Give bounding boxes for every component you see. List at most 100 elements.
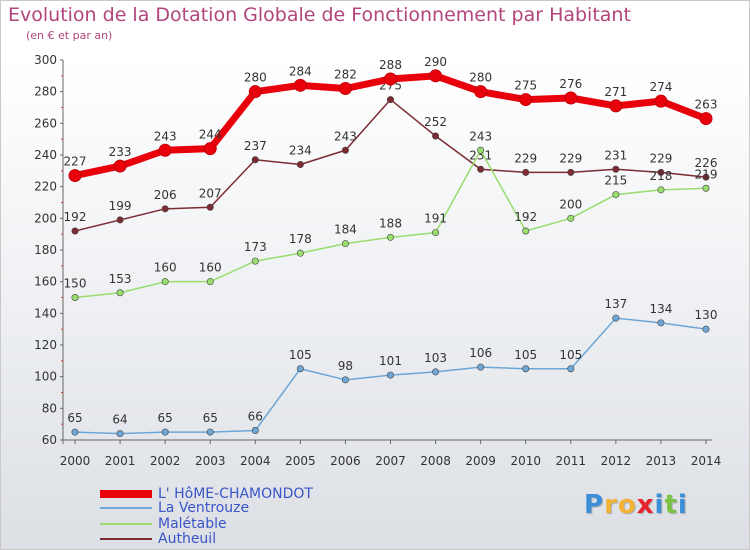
data-point: [296, 249, 304, 257]
data-point: [564, 91, 578, 105]
data-label: 184: [334, 223, 357, 237]
data-point: [203, 142, 217, 156]
data-label: 66: [248, 410, 263, 424]
data-point: [248, 85, 262, 99]
data-point: [657, 168, 665, 176]
y-tick-label: 300: [34, 53, 57, 67]
y-tick-label: 280: [34, 85, 57, 99]
data-label: 137: [604, 297, 627, 311]
y-tick-label: 80: [42, 401, 57, 415]
data-point: [341, 376, 349, 384]
data-point: [609, 99, 623, 113]
data-label: 206: [154, 188, 177, 202]
data-point: [386, 233, 394, 241]
y-tick-label: 200: [34, 211, 57, 225]
y-tick-label: 60: [42, 433, 57, 447]
x-tick-label: 2007: [375, 454, 406, 468]
data-point: [432, 368, 440, 376]
x-tick-label: 2008: [420, 454, 451, 468]
data-label: 233: [109, 145, 132, 159]
data-point: [699, 112, 713, 126]
data-label: 231: [469, 148, 492, 162]
data-label: 134: [649, 302, 672, 316]
data-label: 218: [649, 169, 672, 183]
data-point: [519, 93, 533, 107]
data-point: [161, 428, 169, 436]
data-label: 178: [289, 232, 312, 246]
data-point: [474, 85, 488, 99]
data-label: 160: [199, 261, 222, 275]
data-point: [71, 293, 79, 301]
legend-swatch-lhome: [100, 490, 152, 498]
data-point: [657, 319, 665, 327]
data-point: [206, 278, 214, 286]
data-point: [432, 229, 440, 237]
data-label: 284: [289, 64, 312, 78]
x-tick-label: 2012: [601, 454, 632, 468]
data-label: 173: [244, 240, 267, 254]
data-label: 219: [695, 167, 718, 181]
data-label: 192: [64, 210, 87, 224]
data-label: 288: [379, 58, 402, 72]
data-label: 274: [649, 80, 672, 94]
data-point: [386, 96, 394, 104]
data-label: 105: [514, 348, 537, 362]
data-label: 271: [604, 85, 627, 99]
data-point: [522, 227, 530, 235]
data-point: [116, 216, 124, 224]
logo-letter: i: [677, 490, 688, 520]
data-label: 237: [244, 139, 267, 153]
data-point: [296, 161, 304, 169]
data-label: 229: [649, 151, 672, 165]
data-label: 243: [469, 129, 492, 143]
y-tick-label: 260: [34, 116, 57, 130]
y-tick-label: 180: [34, 243, 57, 257]
data-point: [702, 173, 710, 181]
y-tick-label: 100: [34, 370, 57, 384]
chart-subtitle: (en € et par an): [26, 29, 113, 42]
legend-swatch-autheuil: [100, 538, 152, 540]
x-tick-label: 2011: [556, 454, 587, 468]
data-label: 207: [199, 186, 222, 200]
chart-title: Evolution de la Dotation Globale de Fonc…: [8, 4, 631, 26]
data-point: [341, 146, 349, 154]
y-tick-label: 220: [34, 180, 57, 194]
data-point: [158, 143, 172, 157]
data-point: [206, 203, 214, 211]
data-point: [477, 363, 485, 371]
data-point: [654, 94, 668, 108]
data-label: 252: [424, 115, 447, 129]
data-label: 98: [338, 359, 353, 373]
logo-letter: x: [636, 490, 655, 520]
data-label: 64: [112, 413, 127, 427]
data-label: 130: [695, 308, 718, 322]
data-point: [116, 430, 124, 438]
x-tick-label: 2000: [60, 454, 91, 468]
data-point: [251, 257, 259, 265]
data-point: [71, 428, 79, 436]
x-tick-label: 2013: [646, 454, 677, 468]
logo-letter: o: [617, 490, 637, 520]
logo-letter: P: [584, 490, 605, 520]
data-label: 105: [289, 348, 312, 362]
data-label: 106: [469, 346, 492, 360]
data-point: [612, 314, 620, 322]
data-label: 160: [154, 261, 177, 275]
data-point: [477, 146, 485, 154]
data-point: [113, 159, 127, 173]
data-point: [612, 165, 620, 173]
data-point: [338, 82, 352, 95]
data-label: 226: [695, 156, 718, 170]
x-tick-label: 2010: [510, 454, 541, 468]
data-point: [206, 428, 214, 436]
data-label: 153: [109, 272, 132, 286]
x-tick-label: 2014: [691, 454, 722, 468]
data-label: 105: [559, 348, 582, 362]
data-label: 227: [64, 155, 87, 169]
logo-letter: r: [604, 490, 618, 520]
data-label: 188: [379, 216, 402, 230]
x-tick-label: 2002: [150, 454, 181, 468]
y-tick-label: 160: [34, 275, 57, 289]
data-label: 191: [424, 212, 447, 226]
